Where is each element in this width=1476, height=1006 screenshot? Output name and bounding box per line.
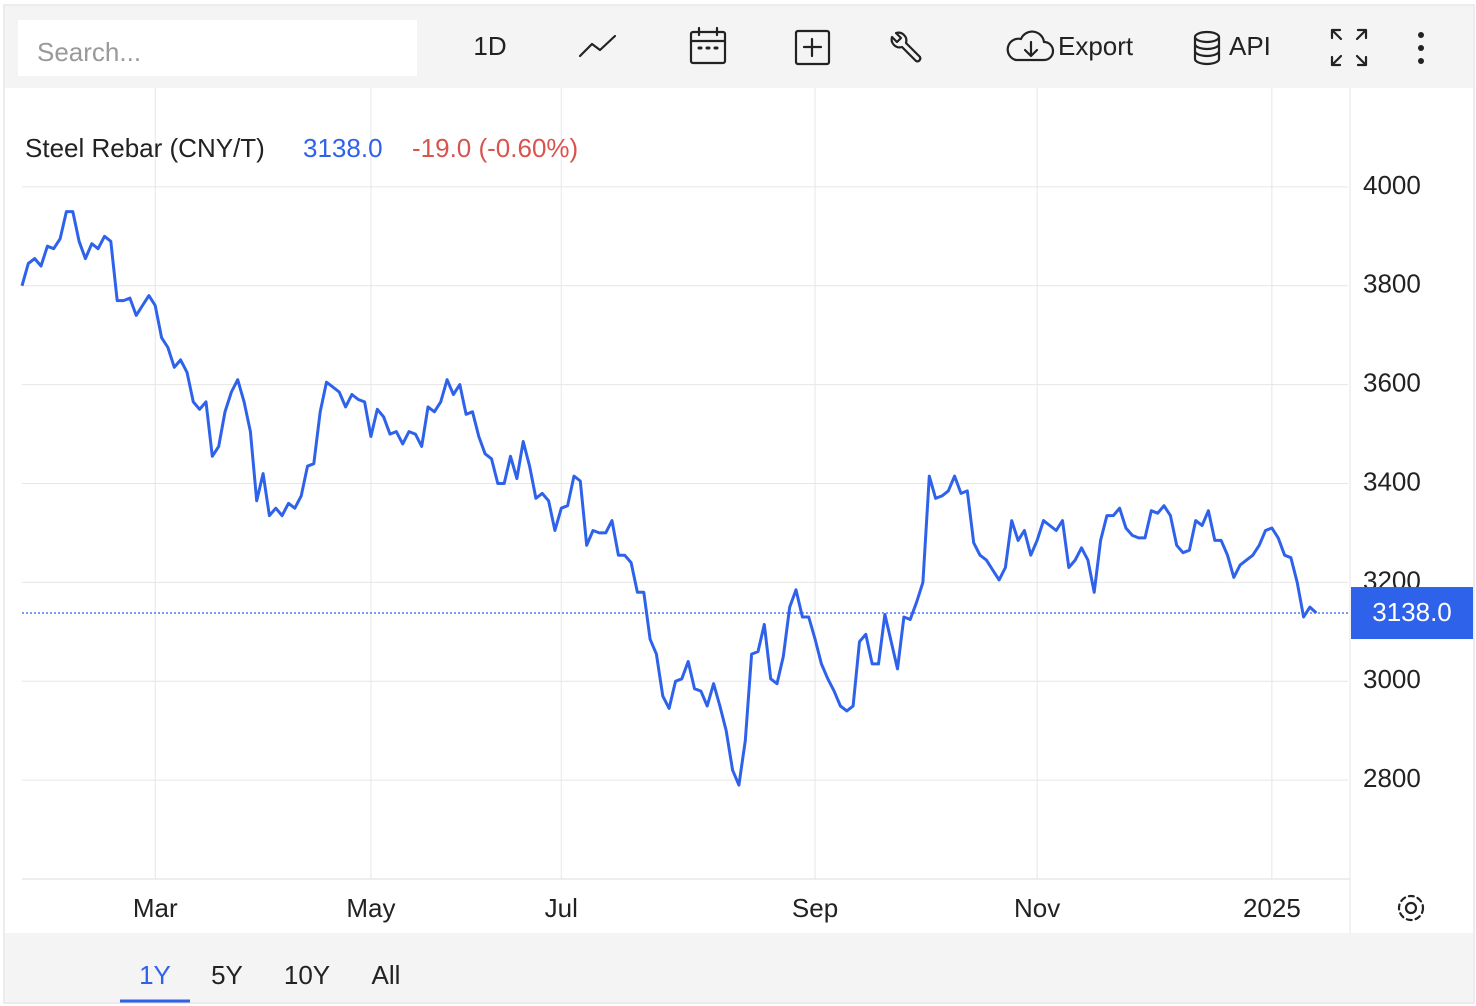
range-tab[interactable]: All — [372, 960, 401, 990]
settings-icon[interactable] — [1397, 894, 1425, 922]
grid — [22, 88, 1348, 879]
range-tab[interactable]: 10Y — [284, 960, 330, 990]
y-tick-label: 3000 — [1363, 664, 1421, 694]
y-tick-label: 2800 — [1363, 763, 1421, 793]
search-placeholder[interactable]: Search... — [37, 37, 141, 67]
add-icon[interactable] — [794, 29, 831, 66]
widget-frame — [3, 4, 1475, 1004]
api-icon[interactable] — [1193, 30, 1221, 66]
range-bar — [5, 933, 1473, 1002]
y-tick-label: 3600 — [1363, 368, 1421, 398]
search-box[interactable] — [18, 20, 417, 76]
chart-title: Steel Rebar (CNY/T) — [25, 133, 265, 163]
last-price-box — [1351, 587, 1473, 640]
export-button[interactable]: Export — [1058, 31, 1134, 61]
api-button[interactable]: API — [1229, 31, 1271, 61]
x-tick-label: Jul — [545, 893, 578, 923]
header-price: 3138.0 — [303, 133, 383, 163]
range-tab[interactable]: 1Y — [139, 960, 171, 990]
range-tab[interactable]: 5Y — [211, 960, 243, 990]
y-tick-label: 4000 — [1363, 170, 1421, 200]
price-line — [20, 210, 1318, 787]
interval-button[interactable]: 1D — [473, 31, 506, 61]
wrench-icon[interactable] — [890, 31, 922, 63]
x-tick-label: Nov — [1014, 893, 1060, 923]
calendar-icon[interactable] — [689, 26, 727, 65]
header-change: -19.0 (-0.60%) — [412, 133, 578, 163]
y-tick-label: 3400 — [1363, 466, 1421, 496]
menu-icon[interactable] — [1418, 32, 1424, 64]
x-tick-label: May — [346, 893, 395, 923]
x-tick-label: 2025 — [1243, 893, 1301, 923]
line-icon[interactable] — [578, 34, 617, 58]
last-price-label: 3138.0 — [1372, 597, 1452, 627]
cloud-icon[interactable] — [1006, 30, 1055, 62]
fullscreen-icon[interactable] — [1330, 28, 1368, 67]
y-tick-label: 3800 — [1363, 269, 1421, 299]
x-tick-label: Sep — [792, 893, 838, 923]
x-tick-label: Mar — [133, 893, 178, 923]
